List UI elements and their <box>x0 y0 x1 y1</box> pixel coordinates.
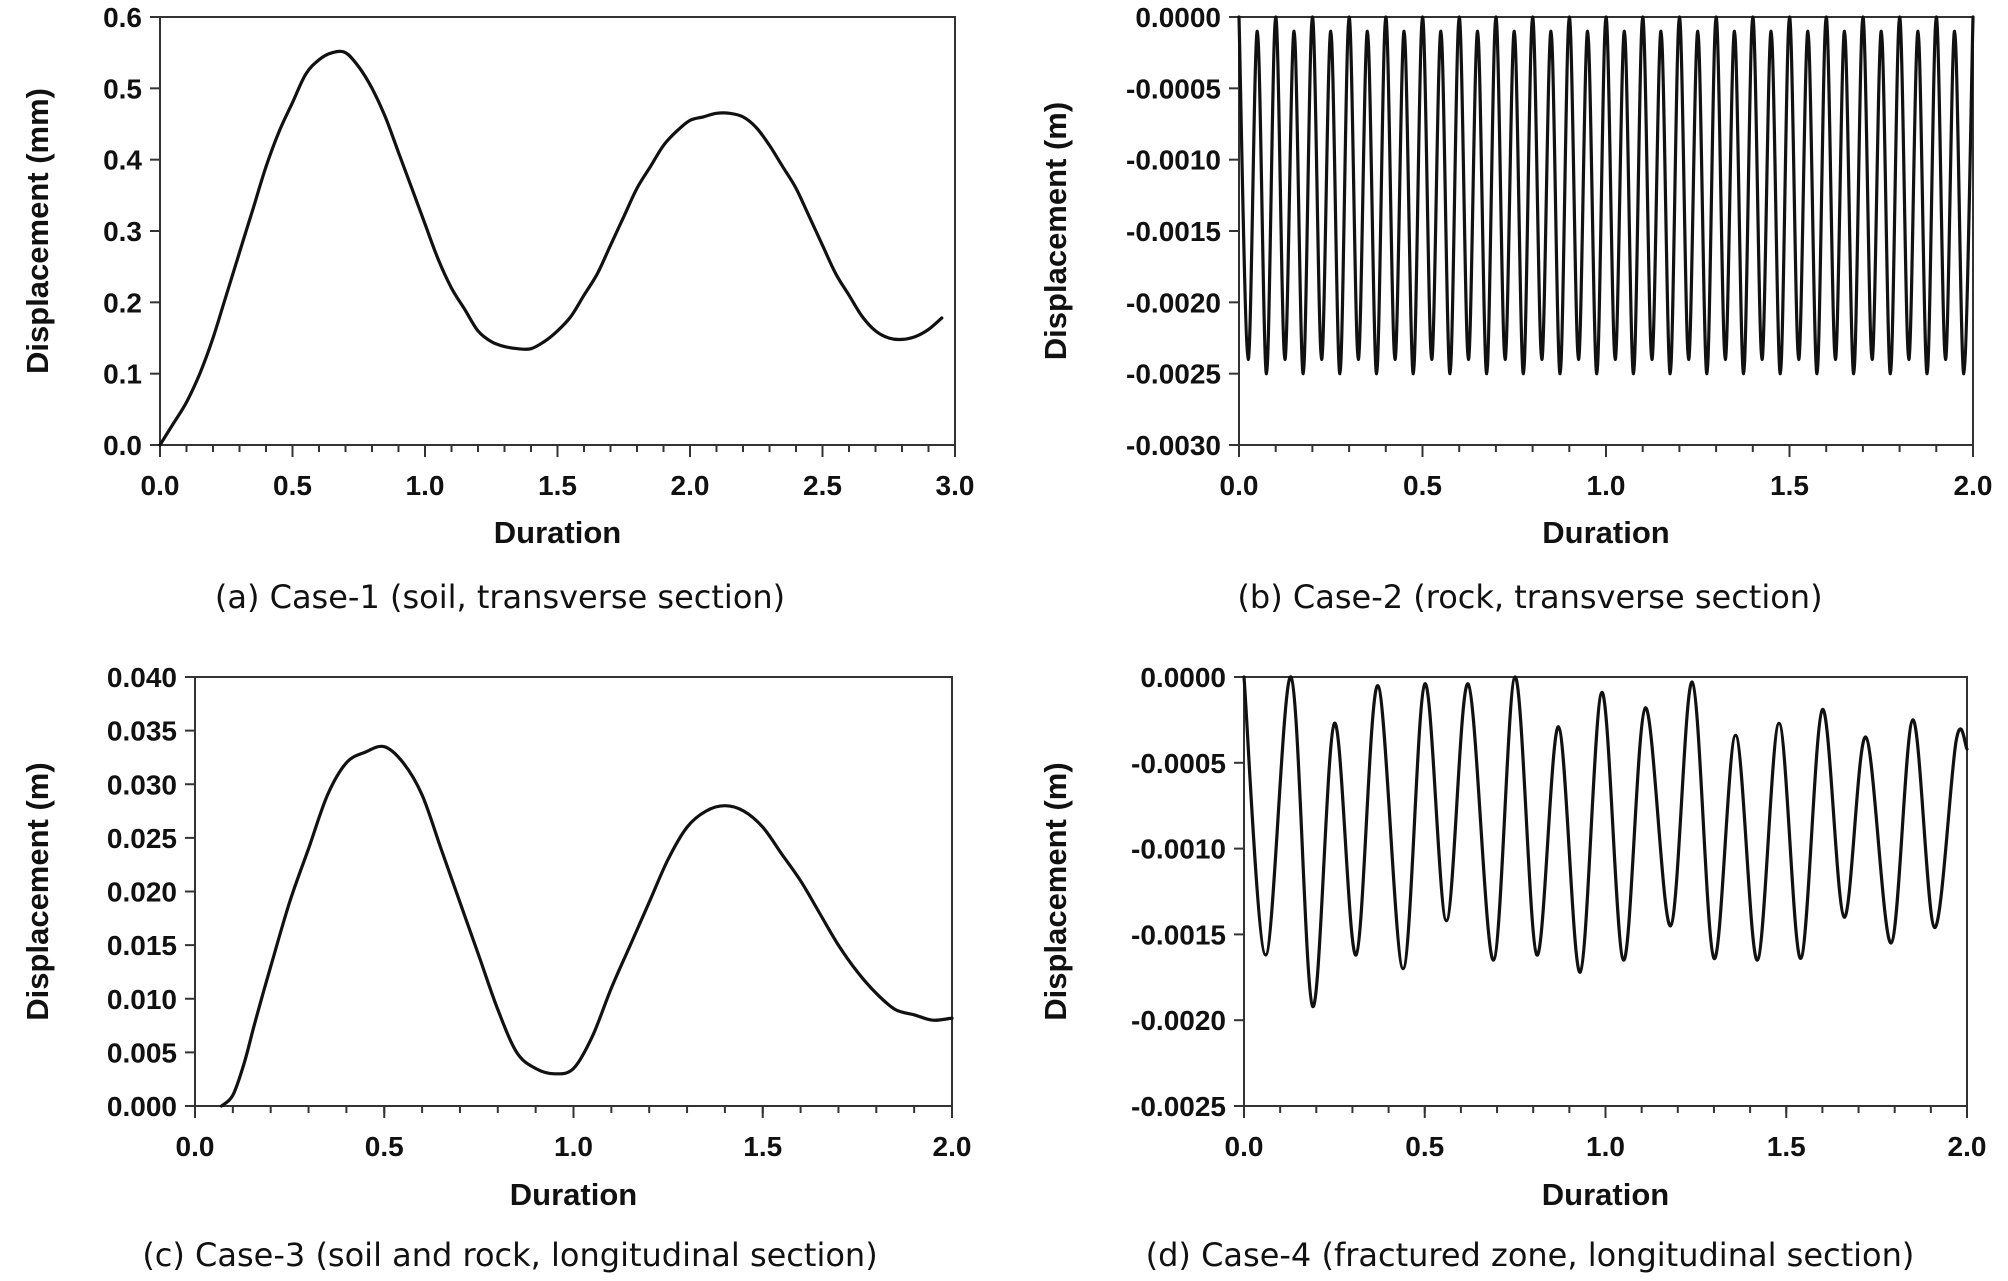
chart-panel-a: 0.0 0.5 1.0 1.5 2.0 2.5 3.0 0.0 0.1 0.2 0.3 0.4 0.5 0… <box>0 0 1004 575</box>
x-tick-label-c: 1.0 <box>554 1131 593 1162</box>
chart-c-svg: 0.0 0.5 1.0 1.5 2.0 0.000 0.005 0.010 0.015 0.020… <box>20 662 972 1212</box>
y-tick-label-c: 0.005 <box>107 1037 177 1068</box>
y-tick-label-b: -0.0020 <box>1126 287 1221 318</box>
caption-b: (b) Case-2 (rock, transverse section) <box>1237 578 1823 616</box>
x-tick-label-a: 0.0 <box>141 470 180 501</box>
y-tick-label-c: 0.000 <box>107 1091 177 1122</box>
plot-frame-c <box>194 676 953 1107</box>
x-tick-label-d: 2.0 <box>1948 1131 1987 1162</box>
y-tick-label-c: 0.040 <box>107 662 177 693</box>
y-tick-label-c: 0.020 <box>107 877 177 908</box>
x-tick-label-b: 1.5 <box>1770 470 1809 501</box>
y-tick-label-d: -0.0005 <box>1131 748 1226 779</box>
chart-a-svg: 0.0 0.5 1.0 1.5 2.0 2.5 3.0 0.0 0.1 0.2 0.3 0.4 0.5 0… <box>20 2 975 550</box>
x-axis-title-d: Duration <box>1542 1177 1669 1212</box>
x-tick-label-d: 0.5 <box>1405 1131 1444 1162</box>
x-tick-label-c: 0.5 <box>365 1131 404 1162</box>
x-tick-label-d: 1.0 <box>1586 1131 1625 1162</box>
y-axis-title-a: Displacement (mm) <box>20 88 55 374</box>
y-tick-label-a: 0.1 <box>103 359 142 390</box>
y-tick-label-d: -0.0010 <box>1131 834 1226 865</box>
x-tick-label-b: 0.0 <box>1220 470 1259 501</box>
y-axis-title-c: Displacement (m) <box>20 762 55 1020</box>
y-tick-label-a: 0.4 <box>103 145 142 176</box>
x-tick-label-b: 0.5 <box>1403 470 1442 501</box>
caption-a: (a) Case-1 (soil, transverse section) <box>214 578 786 616</box>
x-tick-label-a: 0.5 <box>273 470 312 501</box>
x-tick-label-a: 2.0 <box>671 470 710 501</box>
y-tick-label-a: 0.0 <box>103 430 142 461</box>
x-axis-title-a: Duration <box>494 515 621 550</box>
x-tick-label-b: 1.0 <box>1587 470 1626 501</box>
y-tick-label-d: -0.0020 <box>1131 1005 1226 1036</box>
x-tick-label-a: 1.0 <box>406 470 445 501</box>
x-tick-label-a: 1.5 <box>538 470 577 501</box>
y-tick-label-a: 0.3 <box>103 216 142 247</box>
y-axis-title-d: Displacement (m) <box>1038 762 1073 1020</box>
x-tick-label-a: 2.5 <box>803 470 842 501</box>
y-axis-title-b: Displacement (m) <box>1038 102 1073 360</box>
y-tick-label-c: 0.035 <box>107 716 177 747</box>
series-line-c-0 <box>219 744 954 1108</box>
y-tick-label-a: 0.2 <box>103 287 142 318</box>
chart-panel-d: 0.0 0.5 1.0 1.5 2.0 0.0000 -0.0005 -0.0010 -0.00… <box>1004 640 2008 1220</box>
y-tick-label-b: -0.0010 <box>1126 145 1221 176</box>
chart-b-svg: 0.0 0.5 1.0 1.5 2.0 0.0000 -0.0005 -0.0010 -0.00… <box>1038 2 1993 550</box>
x-axis-title-b: Duration <box>1542 515 1669 550</box>
chart-panel-c: 0.0 0.5 1.0 1.5 2.0 0.000 0.005 0.010 0.015 0.020… <box>0 640 1004 1220</box>
plot-frame-b <box>1238 16 1974 446</box>
y-tick-label-b: -0.0030 <box>1126 430 1221 461</box>
y-tick-label-b: -0.0005 <box>1126 73 1221 104</box>
y-tick-label-a: 0.5 <box>103 73 142 104</box>
y-tick-label-c: 0.010 <box>107 984 177 1015</box>
caption-c: (c) Case-3 (soil and rock, longitudinal … <box>142 1236 878 1274</box>
y-tick-label-b: -0.0015 <box>1126 216 1221 247</box>
plot-frame-d <box>1243 676 1968 1107</box>
x-tick-label-b: 2.0 <box>1954 470 1993 501</box>
x-tick-label-d: 0.0 <box>1225 1131 1264 1162</box>
y-tick-label-b: 0.0000 <box>1135 2 1221 33</box>
y-tick-label-c: 0.030 <box>107 769 177 800</box>
x-axis-title-c: Duration <box>510 1177 637 1212</box>
x-tick-label-c: 1.5 <box>743 1131 782 1162</box>
y-tick-label-d: 0.0000 <box>1140 662 1226 693</box>
y-tick-label-d: -0.0015 <box>1131 919 1226 950</box>
x-tick-label-d: 1.5 <box>1767 1131 1806 1162</box>
y-tick-label-a: 0.6 <box>103 2 142 33</box>
series-line-d-0 <box>1242 675 1969 1009</box>
x-tick-label-a: 3.0 <box>936 470 975 501</box>
y-tick-label-d: -0.0025 <box>1131 1091 1226 1122</box>
caption-d: (d) Case-4 (fractured zone, longitudinal… <box>1145 1236 1915 1274</box>
y-tick-label-c: 0.025 <box>107 823 177 854</box>
chart-panel-b: 0.0 0.5 1.0 1.5 2.0 0.0000 -0.0005 -0.0010 -0.00… <box>1004 0 2008 575</box>
y-tick-label-b: -0.0025 <box>1126 359 1221 390</box>
x-tick-label-c: 0.0 <box>176 1131 215 1162</box>
series-line-a-0 <box>158 49 944 447</box>
plot-frame-a <box>159 16 956 446</box>
chart-d-svg: 0.0 0.5 1.0 1.5 2.0 0.0000 -0.0005 -0.0010 -0.00… <box>1038 662 1987 1212</box>
x-tick-label-c: 2.0 <box>933 1131 972 1162</box>
series-line-b-0 <box>1237 15 1975 376</box>
y-tick-label-c: 0.015 <box>107 930 177 961</box>
